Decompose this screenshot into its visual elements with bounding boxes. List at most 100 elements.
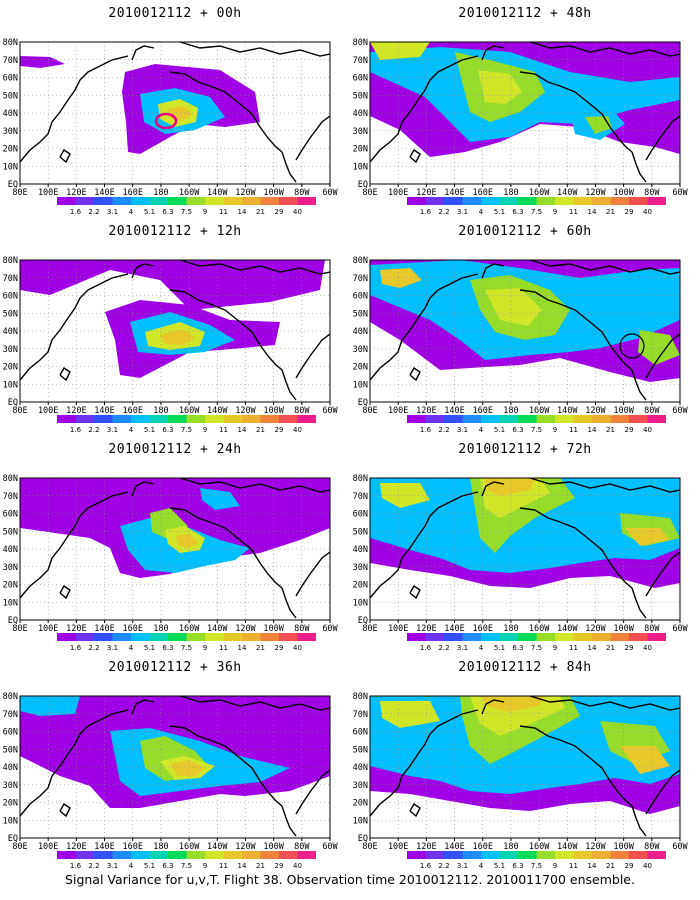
- coastline: [281, 369, 297, 401]
- colorbar-label: 14: [588, 208, 597, 216]
- longitude-tick-label: 100W: [263, 406, 284, 416]
- observation-flight-track: [154, 112, 178, 130]
- latitude-tick-label: 50N: [353, 309, 368, 319]
- colorbar-swatch: [112, 851, 131, 859]
- coastline: [529, 478, 680, 493]
- colorbar-swatch: [279, 415, 298, 423]
- longitude-tick-label: 180: [153, 188, 168, 198]
- latitude-tick-label: 30N: [3, 345, 18, 355]
- latitude-tick-label: 30N: [353, 563, 368, 573]
- latitude-tick-label: 30N: [353, 781, 368, 791]
- colorbar-swatch: [610, 415, 629, 423]
- coastline: [59, 149, 71, 164]
- variance-contour-fill: [485, 288, 542, 326]
- colorbar-swatch: [629, 851, 648, 859]
- longitude-tick-label: 120E: [66, 406, 86, 416]
- longitude-tick-label: 140W: [207, 188, 228, 198]
- latitude-tick-label: 40N: [3, 763, 18, 773]
- colorbar-label: 9: [553, 644, 557, 652]
- latitude-tick-label: EQ: [8, 834, 18, 844]
- longitude-tick-label: 120E: [66, 188, 86, 198]
- longitude-tick-label: 180: [153, 624, 168, 634]
- colorbar-label: 21: [256, 862, 265, 870]
- longitude-tick-label: 180: [153, 842, 168, 852]
- latitude-tick-label: 60N: [3, 728, 18, 738]
- longitude-tick-label: 140W: [557, 406, 578, 416]
- colorbar-label: 1.6: [70, 644, 82, 652]
- longitude-tick-label: 160E: [122, 188, 142, 198]
- colorbar-label: 1.6: [420, 208, 432, 216]
- colorbar-label: 21: [606, 426, 615, 434]
- panel-title: 2010012112 + 24h: [108, 442, 242, 457]
- colorbar-swatch: [444, 633, 463, 641]
- colorbar-label: 9: [553, 862, 557, 870]
- colorbar-label: 11: [219, 208, 228, 216]
- colorbar-swatch: [499, 851, 518, 859]
- colorbar-swatch: [205, 851, 224, 859]
- coastline: [645, 333, 680, 379]
- colorbar-swatch: [647, 415, 666, 423]
- colorbar-label: 40: [293, 426, 302, 434]
- colorbar-swatch: [94, 415, 113, 423]
- colorbar-label: 4: [129, 862, 134, 870]
- latitude-tick-label: 30N: [353, 345, 368, 355]
- colorbar-swatch: [94, 633, 113, 641]
- variance-contour-fill: [380, 268, 422, 288]
- coastline: [59, 585, 71, 600]
- colorbar-label: 9: [203, 208, 207, 216]
- longitude-tick-label: 80E: [12, 188, 27, 198]
- latitude-tick-label: 70N: [3, 274, 18, 284]
- latitude-tick-label: 70N: [353, 492, 368, 502]
- colorbar-swatch: [75, 633, 94, 641]
- coastline: [131, 699, 155, 715]
- colorbar-swatch: [407, 415, 426, 423]
- colorbar-swatch: [131, 633, 150, 641]
- longitude-tick-label: 100E: [388, 842, 408, 852]
- colorbar-label: 2.2: [88, 862, 99, 870]
- panel-title: 2010012112 + 60h: [458, 224, 592, 239]
- colorbar-label: 11: [219, 862, 228, 870]
- colorbar-label: 3.1: [107, 426, 118, 434]
- coastline: [481, 699, 505, 715]
- variance-contour-fill: [380, 701, 440, 728]
- longitude-tick-label: 100E: [388, 406, 408, 416]
- latitude-tick-label: 70N: [3, 710, 18, 720]
- colorbar-swatch: [205, 197, 224, 205]
- coastline: [131, 481, 155, 497]
- coastline: [20, 491, 129, 599]
- colorbar-label: 2.2: [438, 644, 449, 652]
- longitude-tick-label: 140E: [444, 188, 464, 198]
- latitude-tick-label: 40N: [353, 109, 368, 119]
- coastline: [131, 45, 155, 61]
- variance-contour-fill: [175, 534, 198, 548]
- signal-variance-map: 80E 100E 120E 140E 160E 180 160W 140W 120W 100W 80…: [3, 474, 339, 652]
- colorbar-label: 6.3: [512, 644, 523, 652]
- longitude-tick-label: 140W: [207, 624, 228, 634]
- colorbar-label: 2.2: [438, 426, 449, 434]
- colorbar-swatch: [223, 633, 242, 641]
- colorbar-swatch: [555, 633, 574, 641]
- colorbar-label: 2.2: [88, 208, 99, 216]
- longitude-tick-label: 140E: [94, 624, 114, 634]
- colorbar-label: 5.1: [144, 208, 155, 216]
- longitude-tick-label: 120W: [235, 624, 256, 634]
- longitude-tick-label: 120W: [235, 842, 256, 852]
- colorbar-label: 5.1: [144, 644, 155, 652]
- colorbar-swatch: [647, 633, 666, 641]
- colorbar-swatch: [168, 197, 187, 205]
- colorbar-swatch: [260, 197, 279, 205]
- coastline: [370, 709, 479, 817]
- longitude-tick-label: 120W: [585, 624, 606, 634]
- colorbar-label: 3.1: [107, 644, 118, 652]
- colorbar-label: 29: [625, 644, 634, 652]
- coastline: [529, 260, 680, 275]
- colorbar-swatch: [112, 415, 131, 423]
- longitude-tick-label: 180: [503, 188, 518, 198]
- latitude-tick-label: 80N: [3, 256, 18, 266]
- panel-title: 2010012112 + 48h: [458, 6, 592, 21]
- forecast-panel: 2010012112 + 72h 80E 100E 120E 140E 160E 180 16…: [350, 436, 700, 654]
- coastline: [409, 367, 421, 382]
- colorbar-label: 9: [203, 426, 207, 434]
- longitude-tick-label: 80E: [12, 842, 27, 852]
- longitude-tick-label: 160E: [472, 406, 492, 416]
